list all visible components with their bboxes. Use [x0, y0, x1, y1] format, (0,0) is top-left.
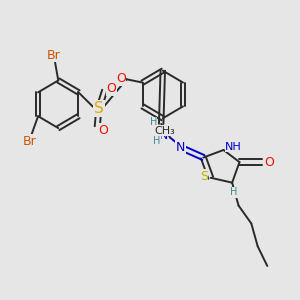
Text: O: O	[264, 156, 274, 169]
Text: H: H	[153, 136, 160, 146]
Text: CH₃: CH₃	[154, 126, 175, 136]
Text: H: H	[230, 188, 237, 197]
Text: S: S	[94, 101, 104, 116]
Text: N: N	[158, 130, 168, 142]
Text: N: N	[176, 141, 185, 154]
Text: Br: Br	[23, 135, 37, 148]
Text: NH: NH	[225, 142, 242, 152]
Text: O: O	[107, 82, 117, 95]
Text: Br: Br	[46, 49, 60, 62]
Text: O: O	[98, 124, 108, 137]
Text: S: S	[200, 169, 208, 183]
Text: O: O	[116, 72, 126, 85]
Text: H: H	[149, 117, 157, 127]
